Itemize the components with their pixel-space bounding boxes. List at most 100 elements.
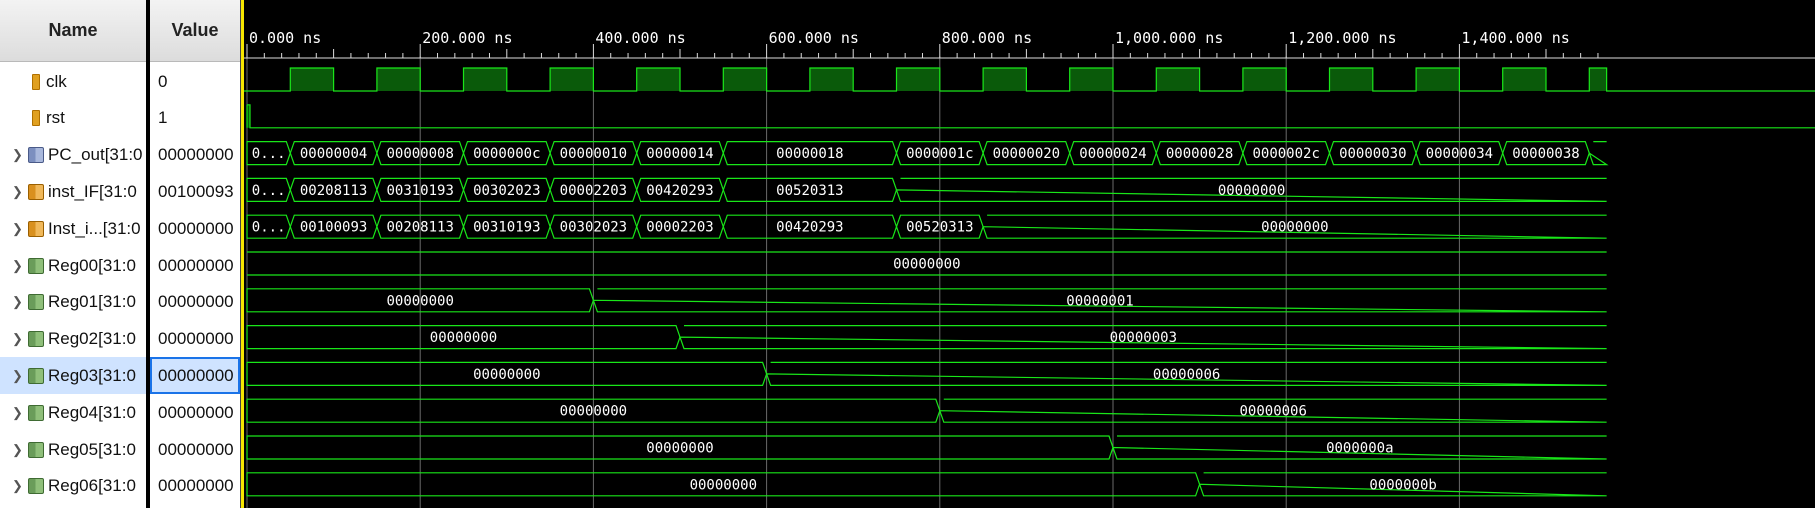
name-header-label: Name <box>48 20 98 40</box>
signal-value-pc-out-31-0[interactable]: 00000000 <box>150 137 240 174</box>
bus-value-label: 00000008 <box>386 146 453 162</box>
bus-value-label: 0... <box>252 220 286 236</box>
signal-row-reg00-31-0[interactable]: ❯ Reg00[31:0 <box>0 247 146 284</box>
bus-value-label: 00000018 <box>776 146 843 162</box>
chevron-right-icon[interactable]: ❯ <box>12 147 23 163</box>
signal-value-reg05-31-0[interactable]: 00000000 <box>150 431 240 468</box>
signal-name-label: Reg06[31:0 <box>48 476 136 496</box>
bus-segment <box>1112 435 1607 460</box>
clock-high-pulse <box>1242 68 1287 91</box>
name-column-header[interactable]: Name <box>0 0 146 62</box>
chevron-right-icon[interactable]: ❯ <box>12 220 23 236</box>
bus-value-label: 0000002c <box>1252 146 1319 162</box>
chevron-right-icon[interactable]: ❯ <box>12 478 23 494</box>
bus-value-label: 00208113 <box>300 183 367 199</box>
clock-high-pulse <box>1329 68 1373 91</box>
signal-value-reg04-31-0[interactable]: 00000000 <box>150 394 240 431</box>
reset-waveform <box>247 104 1815 129</box>
signal-value-reg06-31-0[interactable]: 00000000 <box>150 468 240 505</box>
bus-value-label: 00000000 <box>646 441 713 457</box>
signal-row-reg02-31-0[interactable]: ❯ Reg02[31:0 <box>0 321 146 358</box>
signal-value-reg00-31-0[interactable]: 00000000 <box>150 247 240 284</box>
bus-value-label: 00420293 <box>776 220 843 236</box>
waveform-canvas[interactable]: 0.000 ns 200.000 ns 400.000 ns 600.000 ns 80… <box>244 0 1815 508</box>
signal-row-clk[interactable]: clk <box>0 63 146 100</box>
bus-segment <box>246 361 768 386</box>
clock-high-pulse <box>1589 68 1607 91</box>
bus-value-label: 00002203 <box>646 220 713 236</box>
bus-segment <box>1198 472 1607 497</box>
time-cursor[interactable] <box>241 0 244 508</box>
ruler-label: 1,000.000 ns <box>1115 29 1223 47</box>
bus-value-label: 00000006 <box>1153 367 1220 383</box>
signal-row-reg01-31-0[interactable]: ❯ Reg01[31:0 <box>0 284 146 321</box>
chevron-right-icon[interactable]: ❯ <box>12 183 23 199</box>
chevron-right-icon[interactable]: ❯ <box>12 441 23 457</box>
bus-segment <box>636 141 724 166</box>
signal-name-label: Reg00[31:0 <box>48 255 136 275</box>
value-column-header[interactable]: Value <box>150 0 240 62</box>
signal-value-label: 00000000 <box>158 218 234 238</box>
signal-value-clk[interactable]: 0 <box>150 63 240 100</box>
bus-segment <box>246 141 291 166</box>
bus-value-label: 00310193 <box>386 183 453 199</box>
signal-row-rst[interactable]: rst <box>0 100 146 137</box>
signal-row-reg04-31-0[interactable]: ❯ Reg04[31:0 <box>0 394 146 431</box>
signal-row-inst-if-31-0[interactable]: ❯ inst_IF[31:0 <box>0 173 146 210</box>
chevron-right-icon[interactable]: ❯ <box>12 331 23 347</box>
signal-value-label: 1 <box>158 108 168 128</box>
column-divider-2[interactable] <box>240 0 241 508</box>
bus-segment <box>246 435 1114 460</box>
signal-value-inst-i-31-0[interactable]: 00000000 <box>150 210 240 247</box>
bus-value-label: 00000038 <box>1512 146 1579 162</box>
signal-row-reg03-31-0[interactable]: ❯ Reg03[31:0 <box>0 357 146 395</box>
signal-value-rst[interactable]: 1 <box>150 100 240 137</box>
ruler-label: 1,400.000 ns <box>1461 29 1569 47</box>
waveform-area[interactable]: 0.000 ns 200.000 ns 400.000 ns 600.000 ns 80… <box>244 0 1815 508</box>
signal-value-label: 00000000 <box>158 402 234 422</box>
signal-value-reg03-31-0[interactable]: 00000000 <box>150 357 240 395</box>
signal-name-label: rst <box>46 108 65 128</box>
signal-name-label: Reg03[31:0 <box>48 365 136 385</box>
bus-value-label: 00000001 <box>1066 293 1133 309</box>
signal-row-inst-i-31-0[interactable]: ❯ Inst_i...[31:0 <box>0 210 146 247</box>
bus-segment <box>895 141 984 166</box>
clock-high-pulse <box>376 68 421 91</box>
signal-row-reg06-31-0[interactable]: ❯ Reg06[31:0 <box>0 468 146 505</box>
bus-segment <box>982 141 1071 166</box>
bus-value-label: 00420293 <box>646 183 713 199</box>
bus-icon <box>28 331 44 348</box>
bus-value-label: 00302023 <box>473 183 540 199</box>
bit-icon <box>32 73 40 90</box>
bus-value-label: 00000006 <box>1239 404 1306 420</box>
bus-icon <box>28 404 44 421</box>
signal-value-inst-if-31-0[interactable]: 00100093 <box>150 173 240 210</box>
signal-value-label: 0 <box>158 71 168 91</box>
bus-segment <box>938 398 1607 423</box>
signal-value-reg02-31-0[interactable]: 00000000 <box>150 321 240 358</box>
column-divider[interactable] <box>146 0 150 508</box>
signal-row-pc-out-31-0[interactable]: ❯ PC_out[31:0 <box>0 137 146 174</box>
chevron-right-icon[interactable]: ❯ <box>12 294 23 310</box>
signal-name-label: inst_IF[31:0 <box>48 181 137 201</box>
bus-value-label: 00208113 <box>386 220 453 236</box>
clock-high-pulse <box>463 68 507 91</box>
signal-row-reg05-31-0[interactable]: ❯ Reg05[31:0 <box>0 431 146 468</box>
bus-segment <box>376 214 465 239</box>
clock-high-pulse <box>636 68 680 91</box>
signal-value-label: 00000000 <box>158 145 234 165</box>
bus-segment <box>1328 141 1417 166</box>
signal-value-reg01-31-0[interactable]: 00000000 <box>150 284 240 321</box>
chevron-right-icon[interactable]: ❯ <box>12 257 23 273</box>
chevron-right-icon[interactable]: ❯ <box>12 404 23 420</box>
bus-value-label: 00000000 <box>386 293 453 309</box>
bus-segment <box>895 214 984 239</box>
bus-value-label: 00000004 <box>300 146 367 162</box>
ruler-label: 1,200.000 ns <box>1288 29 1396 47</box>
chevron-right-icon[interactable]: ❯ <box>12 367 23 383</box>
bus-segment <box>246 472 1201 497</box>
bus-value-label: 00000000 <box>560 404 627 420</box>
clock-high-pulse <box>1416 68 1460 91</box>
bus-value-label: 00000034 <box>1426 146 1493 162</box>
bus-value-label: 00000020 <box>993 146 1060 162</box>
